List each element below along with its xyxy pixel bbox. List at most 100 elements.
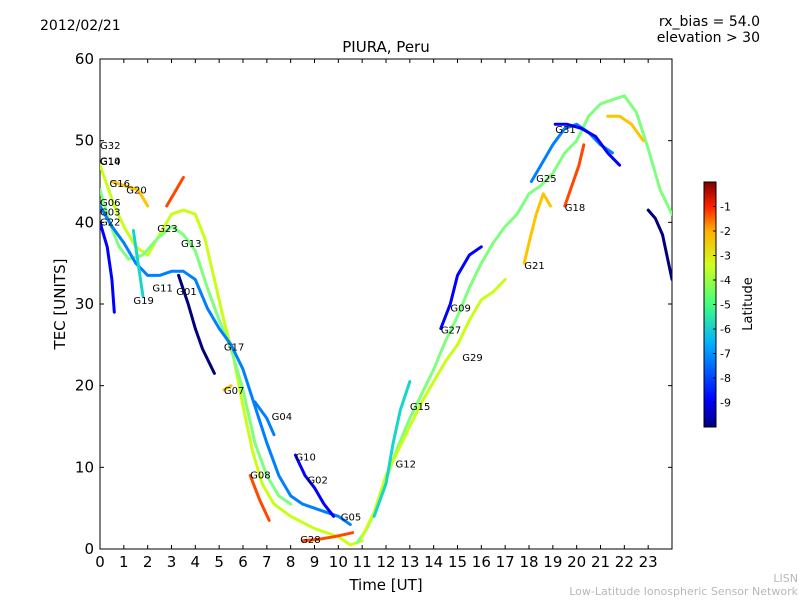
colorbar-tick-label: -4 <box>720 274 731 287</box>
y-tick-label: 40 <box>75 213 94 231</box>
x-tick-label: 10 <box>329 553 348 571</box>
x-tick-label: 8 <box>286 553 296 571</box>
satellite-label: G21 <box>524 261 544 272</box>
x-tick-label: 19 <box>543 553 562 571</box>
colorbar-tick-label: -6 <box>720 323 731 336</box>
colorbar-tick-label: -9 <box>720 397 731 410</box>
series-track-f <box>131 229 145 298</box>
x-tick-label: 0 <box>95 553 105 571</box>
x-tick-label: 18 <box>519 553 538 571</box>
colorbar-tick-label: -7 <box>720 348 731 361</box>
y-axis-label: TEC [UNITS] <box>51 259 69 351</box>
chart-title: PIURA, Peru <box>342 38 429 56</box>
series-track-m <box>222 384 233 392</box>
satellite-label: G17 <box>224 342 244 353</box>
x-tick-label: 13 <box>400 553 419 571</box>
footer-org-short: LISN <box>773 572 798 585</box>
x-tick-label: 5 <box>214 553 224 571</box>
y-tick-label: 10 <box>75 458 94 476</box>
series-track-s <box>553 122 622 167</box>
series-track-q <box>439 245 483 330</box>
satellite-label: G19 <box>133 296 153 307</box>
satellite-label: G13 <box>181 239 201 250</box>
series-track-n <box>355 94 672 544</box>
satellite-label: G01 <box>176 287 196 298</box>
satellite-label: G29 <box>462 353 482 364</box>
x-tick-label: 21 <box>591 553 610 571</box>
y-tick-label: 20 <box>75 377 94 395</box>
satellite-label: G15 <box>410 402 430 413</box>
satellite-label: G08 <box>250 471 270 482</box>
footer: LISN Low-Latitude Ionospheric Sensor Net… <box>569 572 798 598</box>
x-tick-label: 17 <box>496 553 515 571</box>
satellite-label: G12 <box>396 459 416 470</box>
series-track-p <box>372 380 412 518</box>
series-track-b <box>100 188 293 506</box>
y-tick-label: 30 <box>75 295 94 313</box>
colorbar-tick-label: -1 <box>720 201 731 214</box>
satellite-label: G27 <box>441 325 461 336</box>
colorbar-tick-label: -8 <box>720 372 731 385</box>
series-track-c <box>100 204 352 526</box>
satellite-label: G06 <box>100 198 120 209</box>
satellite-label: G05 <box>341 512 361 523</box>
x-tick-label: 2 <box>143 553 153 571</box>
x-tick-label: 16 <box>472 553 491 571</box>
colorbar-tick-label: -5 <box>720 299 731 312</box>
axis-ticks: 0 1 2 3 4 5 6 7 8 9 10 11 12 13 14 15 16 17 18 19 20 21 22 2301… <box>75 50 672 571</box>
satellite-tracks <box>100 94 672 547</box>
series-track-e <box>177 273 216 375</box>
series-track-u <box>522 192 552 265</box>
satellite-label: G18 <box>565 203 585 214</box>
series-track-w <box>606 114 645 143</box>
x-tick-label: 20 <box>567 553 586 571</box>
satellite-label: G04 <box>272 412 292 423</box>
series-track-h <box>110 180 150 208</box>
x-tick-label: 7 <box>262 553 272 571</box>
x-tick-label: 14 <box>424 553 443 571</box>
elevation-label: elevation > 30 <box>656 30 760 46</box>
satellite-label: G22 <box>100 218 120 229</box>
x-tick-label: 15 <box>448 553 467 571</box>
x-tick-label: 11 <box>353 553 372 571</box>
series-track-a <box>100 163 364 547</box>
satellite-label: G25 <box>536 174 556 185</box>
satellite-label: G14 <box>100 157 120 168</box>
colorbar-tick-label: -3 <box>720 250 731 263</box>
series-track-l <box>301 531 355 543</box>
satellite-label: G23 <box>157 224 177 235</box>
satellite-label: G07 <box>224 386 244 397</box>
x-axis-label: Time [UT] <box>348 576 422 594</box>
x-tick-label: 4 <box>191 553 201 571</box>
satellite-label: G31 <box>555 125 575 136</box>
x-tick-label: 22 <box>615 553 634 571</box>
series-track-k <box>248 474 271 522</box>
satellite-label: G32 <box>100 141 120 152</box>
satellite-label: G11 <box>152 284 172 295</box>
x-tick-label: 1 <box>119 553 129 571</box>
x-tick-label: 23 <box>639 553 658 571</box>
series-track-g <box>165 175 185 208</box>
y-tick-label: 50 <box>75 132 94 150</box>
series-track-d <box>100 220 116 314</box>
x-tick-label: 3 <box>167 553 177 571</box>
satellite-label: G28 <box>300 535 320 546</box>
bias-info: rx_bias = 54.0 elevation > 30 <box>657 14 760 46</box>
y-tick-label: 60 <box>75 50 94 68</box>
satellite-label: G16 <box>110 179 130 190</box>
series-track-i <box>253 400 276 437</box>
satellite-label: G10 <box>100 156 120 167</box>
satellite-label: G10 <box>295 453 315 464</box>
footer-org-long: Low-Latitude Ionospheric Sensor Network <box>569 585 798 598</box>
satellite-label: G09 <box>450 303 470 314</box>
colorbar-tick-label: -2 <box>720 225 731 238</box>
colorbar-ticks: -9 -8 -7 -6 -5 -4 -3 -2 -1 <box>713 201 731 410</box>
satellite-label: G02 <box>307 476 327 487</box>
series-track-v <box>646 208 672 281</box>
satellite-label: G20 <box>126 186 146 197</box>
x-tick-label: 6 <box>238 553 248 571</box>
colorbar-label: Latitude <box>741 277 756 331</box>
date-label: 2012/02/21 <box>40 18 121 34</box>
